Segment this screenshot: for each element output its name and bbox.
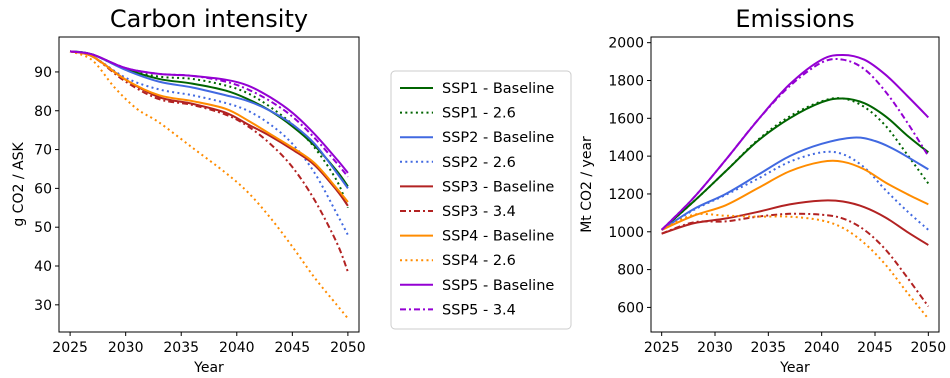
y-axis-label: Mt CO2 / year <box>579 136 595 233</box>
legend-item: SSP1 - Baseline <box>400 81 554 97</box>
y-tick-label: 50 <box>34 220 52 236</box>
y-tick-label: 30 <box>34 298 52 314</box>
y-tick-label: 600 <box>617 300 644 316</box>
legend-label: SSP4 - Baseline <box>442 229 554 245</box>
legend-item: SSP2 - 2.6 <box>400 155 516 171</box>
plot-frame <box>58 36 360 333</box>
series-line-ssp2-2-6 <box>661 150 929 231</box>
x-axis-label: Year <box>779 360 810 376</box>
y-tick-label: 1200 <box>608 187 644 203</box>
y-tick-label: 90 <box>34 65 52 81</box>
series-line-ssp4-baseline <box>69 50 349 203</box>
series-line-ssp2-baseline <box>661 136 929 231</box>
y-tick-label: 2000 <box>608 36 644 52</box>
legend-label: SSP1 - 2.6 <box>442 106 516 122</box>
series-line-ssp1-baseline <box>661 97 929 231</box>
chart-title: Emissions <box>735 5 854 33</box>
series-line-ssp3-baseline <box>661 199 929 246</box>
legend-label: SSP4 - 2.6 <box>442 253 516 269</box>
series-line-ssp4-2-6 <box>69 50 349 320</box>
legend-label: SSP3 - Baseline <box>442 179 554 195</box>
carbon-intensity-chart: Carbon intensity 2025 2030 2035 2040 2045 2050… <box>11 5 366 376</box>
x-tick-label: 2025 <box>644 340 680 356</box>
x-tick-label: 2040 <box>219 340 255 356</box>
x-tick-label: 2050 <box>330 340 366 356</box>
y-tick-label: 80 <box>34 104 52 120</box>
legend-label: SSP5 - 3.4 <box>442 302 516 318</box>
y-tick-label: 1800 <box>608 73 644 89</box>
legend: SSP1 - Baseline SSP1 - 2.6 SSP2 - Baseline… <box>390 70 572 330</box>
emissions-chart: Emissions 2025 2030 2035 2040 2045 2050 600 800 1… <box>579 5 946 376</box>
x-tick-label: 2045 <box>275 340 311 356</box>
x-tick-label: 2050 <box>911 340 947 356</box>
series-line-ssp1-2-6 <box>661 97 930 231</box>
legend-item: SSP1 - 2.6 <box>400 106 516 122</box>
legend-label: SSP5 - Baseline <box>442 278 554 294</box>
y-tick-label: 40 <box>34 259 52 275</box>
series-lines <box>69 50 349 320</box>
series-line-ssp3-3-4 <box>661 212 930 308</box>
series-line-ssp4-baseline <box>661 159 929 231</box>
legend-item: SSP5 - 3.4 <box>400 302 516 318</box>
series-line-ssp2-2-6 <box>69 50 349 236</box>
plot-frame <box>650 36 940 333</box>
legend-item: SSP4 - 2.6 <box>400 253 516 269</box>
y-tick-label: 1400 <box>608 149 644 165</box>
legend-item: SSP5 - Baseline <box>400 278 554 294</box>
series-line-ssp5-3-4 <box>69 50 349 178</box>
legend-item: SSP2 - Baseline <box>400 130 554 146</box>
x-tick-label: 2030 <box>697 340 733 356</box>
x-tick-label: 2040 <box>804 340 840 356</box>
x-tick-label: 2045 <box>857 340 893 356</box>
x-tick-label: 2025 <box>52 340 88 356</box>
y-axis-label: g CO2 / ASK <box>11 142 27 227</box>
series-lines <box>660 53 930 320</box>
legend-label: SSP2 - 2.6 <box>442 155 516 171</box>
y-tick-label: 1600 <box>608 111 644 127</box>
series-line-ssp5-baseline <box>69 50 349 174</box>
y-tick-label: 70 <box>34 143 52 159</box>
legend-item: SSP3 - Baseline <box>400 179 554 195</box>
y-tick-label: 800 <box>617 263 644 279</box>
series-line-ssp5-3-4 <box>660 57 930 231</box>
legend-label: SSP2 - Baseline <box>442 130 554 146</box>
y-tick-label: 60 <box>34 181 52 197</box>
legend-item: SSP3 - 3.4 <box>400 204 516 220</box>
x-axis-label: Year <box>193 360 224 376</box>
x-tick-label: 2035 <box>751 340 787 356</box>
x-tick-label: 2035 <box>163 340 199 356</box>
y-tick-label: 1000 <box>608 225 644 241</box>
series-line-ssp2-baseline <box>69 50 349 189</box>
legend-item: SSP4 - Baseline <box>400 229 554 245</box>
chart-title: Carbon intensity <box>110 5 308 33</box>
series-line-ssp4-2-6 <box>661 212 930 320</box>
series-line-ssp3-3-4 <box>69 50 349 273</box>
legend-label: SSP1 - Baseline <box>442 81 554 97</box>
legend-label: SSP3 - 3.4 <box>442 204 516 220</box>
legend-frame <box>390 70 572 330</box>
x-tick-label: 2030 <box>108 340 144 356</box>
